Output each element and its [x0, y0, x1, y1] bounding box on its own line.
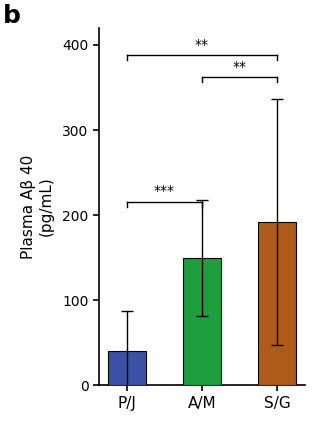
- Y-axis label: Plasma Aβ 40
(pg/mL): Plasma Aβ 40 (pg/mL): [21, 154, 54, 259]
- Text: b: b: [3, 4, 21, 28]
- Text: ***: ***: [154, 184, 175, 198]
- Bar: [108, 351, 146, 385]
- Bar: [258, 222, 296, 385]
- Text: **: **: [195, 38, 209, 52]
- Bar: [183, 258, 221, 385]
- Text: **: **: [232, 60, 246, 74]
